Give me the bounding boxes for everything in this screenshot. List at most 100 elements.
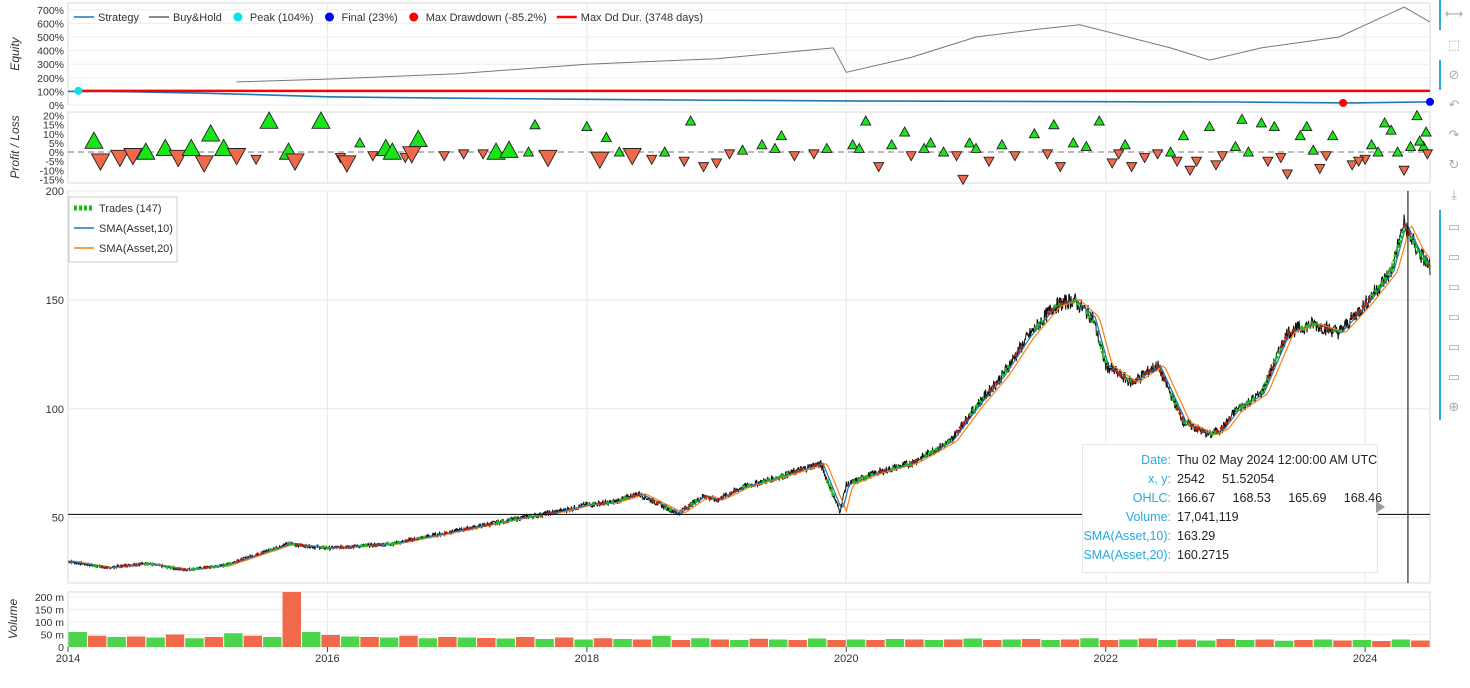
losing-trade-marker — [1346, 160, 1358, 171]
hover-tool-5-icon[interactable]: ▭ — [1447, 340, 1461, 355]
undo-tool-icon[interactable]: ↶ — [1448, 98, 1460, 113]
winning-trade-marker — [1080, 140, 1093, 152]
volume-ytick-label: 0 — [58, 642, 64, 654]
trade-line — [1175, 406, 1187, 424]
winning-trade-marker — [1242, 146, 1255, 157]
price-legend-label: SMA(Asset,20) — [99, 243, 173, 255]
winning-trade-marker — [1028, 127, 1041, 139]
hover-tool-3-icon[interactable]: ▭ — [1447, 280, 1461, 295]
tooltip-key: Volume: — [1125, 510, 1171, 524]
x-tick-label: 2020 — [834, 653, 858, 665]
tooltip-key: SMA(Asset,20): — [1083, 548, 1171, 562]
winning-trade-marker — [1229, 140, 1242, 152]
chart-canvas[interactable]: 0%100%200%300%400%500%600%700%EquityStra… — [0, 0, 1438, 683]
trade-line — [1424, 261, 1432, 269]
price-ytick-label: 200 — [46, 186, 64, 198]
trade-line — [1097, 340, 1109, 367]
pl-ytick-label: 0% — [49, 147, 64, 159]
losing-trade-marker — [1041, 149, 1054, 160]
equity-legend-label: Peak (104%) — [250, 12, 314, 24]
volume-bar — [68, 632, 87, 647]
volume-bar — [301, 632, 321, 647]
trade-line — [411, 536, 420, 542]
winning-trade-marker — [1294, 129, 1307, 141]
hover-tool-2-icon[interactable]: ▭ — [1447, 250, 1461, 265]
volume-bar — [1158, 640, 1177, 647]
equity-series-buyhold — [236, 6, 1431, 83]
trade-line — [1059, 300, 1069, 306]
price-legend-label: SMA(Asset,10) — [99, 223, 173, 235]
trade-line — [1085, 310, 1096, 323]
volume-bar — [1235, 640, 1255, 647]
hover-tool-1-icon[interactable]: ▭ — [1447, 220, 1461, 235]
volume-bar — [982, 640, 1002, 647]
losing-trade-marker — [367, 151, 379, 162]
trade-line — [618, 496, 628, 502]
chart-toolbar: ⟷ ⬚ ⊘ ↶ ↷ ↻ ⤓ ▭ ▭ ▭ ▭ ▭ ▭ ⊕ — [1438, 0, 1470, 683]
trade-line — [1156, 364, 1167, 383]
losing-trade-marker — [1421, 149, 1434, 160]
volume-bar — [496, 638, 516, 647]
winning-trade-marker — [1307, 144, 1320, 155]
winning-trade-marker — [1236, 113, 1248, 124]
max-drawdown-marker — [1339, 98, 1348, 107]
trade-line — [1402, 222, 1414, 241]
active-tool-indicator — [1439, 60, 1441, 90]
losing-trade-marker — [1151, 149, 1164, 160]
losing-trade-marker — [905, 151, 917, 162]
trade-line — [417, 535, 427, 541]
winning-trade-marker — [1413, 135, 1426, 146]
crosshair-tool-icon[interactable]: ⊕ — [1448, 400, 1460, 415]
losing-trade-marker — [957, 174, 969, 186]
trade-line — [391, 540, 401, 546]
volume-ytick-label: 200 m — [35, 592, 64, 604]
volume-bar — [885, 639, 905, 647]
tooltip-row: SMA(Asset,20): 160.2715 — [1083, 548, 1377, 566]
volume-bar — [1041, 640, 1060, 647]
volume-bar — [1197, 640, 1216, 647]
tooltip-row: Date: Thu 02 May 2024 12:00:00 AM UTC — [1083, 453, 1377, 471]
wheel-zoom-tool-icon[interactable]: ⊘ — [1448, 68, 1460, 83]
equity-ytick-label: 500% — [37, 32, 64, 44]
hover-tool-6-icon[interactable]: ▭ — [1447, 370, 1461, 385]
volume-bar — [846, 639, 866, 647]
volume-bar — [204, 637, 224, 647]
trade-line — [1396, 225, 1407, 249]
losing-trade-marker — [90, 153, 111, 172]
winning-trade-marker — [311, 111, 331, 129]
winning-trade-marker — [1372, 146, 1384, 157]
volume-bar — [1021, 639, 1041, 647]
trade-line — [204, 565, 213, 570]
winning-trade-marker — [918, 142, 930, 153]
volume-bar — [554, 637, 574, 647]
winning-trade-marker — [859, 115, 872, 126]
volume-bar — [807, 638, 827, 647]
winning-trade-marker — [1268, 120, 1281, 132]
volume-bar — [1411, 640, 1430, 647]
losing-trade-marker — [678, 156, 690, 168]
winning-trade-marker — [684, 115, 697, 126]
equity-axis-label: Equity — [8, 36, 22, 70]
winning-trade-marker — [486, 142, 506, 160]
box-zoom-tool-icon[interactable]: ⬚ — [1447, 38, 1461, 53]
reset-tool-icon[interactable]: ↻ — [1448, 158, 1460, 173]
save-tool-icon[interactable]: ⤓ — [1451, 188, 1457, 203]
losing-trade-marker — [645, 154, 658, 166]
winning-trade-marker — [769, 142, 781, 153]
trade-line — [1221, 417, 1232, 430]
losing-trade-marker — [1352, 156, 1365, 168]
trade-line — [236, 557, 245, 563]
losing-trade-marker — [590, 151, 610, 170]
hover-tool-4-icon[interactable]: ▭ — [1447, 310, 1461, 325]
trade-line — [482, 522, 492, 527]
winning-trade-marker — [853, 142, 866, 153]
volume-bar — [165, 634, 185, 647]
trade-line — [223, 561, 232, 567]
volume-bar — [1274, 640, 1294, 647]
pl-ytick-label: -5% — [45, 156, 64, 168]
pan-tool-icon[interactable]: ⟷ — [1444, 7, 1464, 22]
losing-trade-marker — [438, 151, 450, 162]
volume-bar — [107, 637, 126, 647]
redo-tool-icon[interactable]: ↷ — [1448, 128, 1460, 143]
trade-line — [1033, 319, 1044, 331]
